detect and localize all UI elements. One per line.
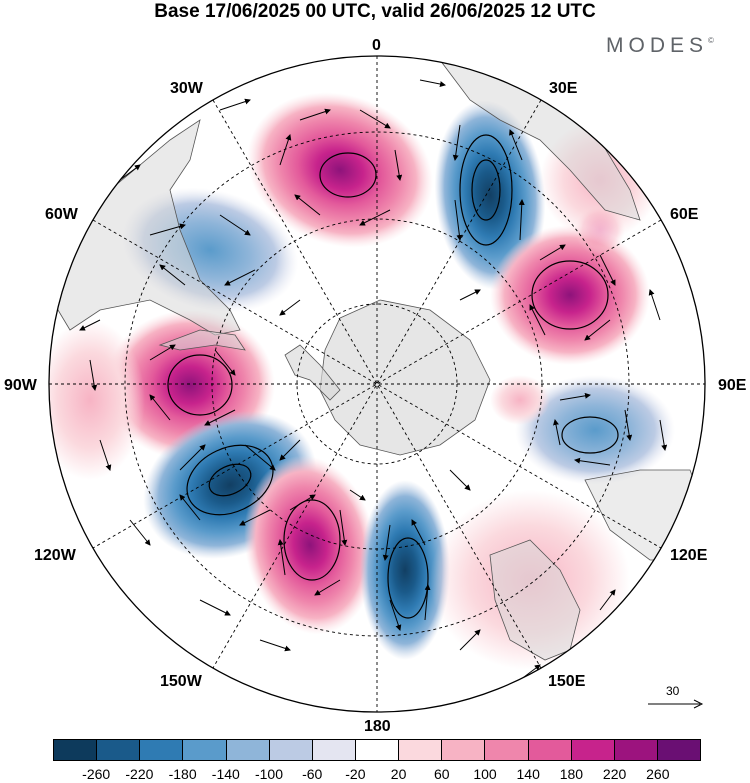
colorbar-swatch <box>183 740 227 760</box>
colorbar-swatch <box>54 740 98 760</box>
reference-vector: 30 <box>648 684 708 714</box>
map-title: Base 17/06/2025 00 UTC, valid 26/06/2025… <box>154 1 596 22</box>
colorbar-swatch <box>399 740 443 760</box>
colorbar-swatch <box>614 740 658 760</box>
colorbar-tick-label: -60 <box>302 766 323 782</box>
lon-label-150e: 150E <box>548 673 586 690</box>
colorbar-tick-label: 60 <box>434 766 450 782</box>
colorbar-swatch <box>355 740 400 760</box>
colorbar-swatch <box>528 740 572 760</box>
colorbar-swatch <box>97 740 141 760</box>
lon-label-120e: 120E <box>670 547 708 564</box>
colorbar-tick-label: 100 <box>473 766 497 782</box>
colorbar-swatch <box>226 740 270 760</box>
lon-label-180: 180 <box>364 718 391 735</box>
colorbar-ticks: -260 -220 -180 -140 -100 -60 -20 20 60 100 140 180 2… <box>53 766 701 783</box>
colorbar-swatch <box>312 740 356 760</box>
lon-label-60w: 60W <box>45 206 78 223</box>
lon-label-60e: 60E <box>670 206 699 223</box>
lon-label-90e: 90E <box>718 377 747 394</box>
colorbar-tick-label: 20 <box>390 766 407 782</box>
lon-label-120w: 120W <box>34 547 76 564</box>
colorbar-swatch <box>269 740 313 760</box>
colorbar-swatch <box>485 740 529 760</box>
colorbar-tick-label: 260 <box>646 766 670 782</box>
colorbar-tick-label: -180 <box>168 766 197 782</box>
colorbar-tick-label: -260 <box>82 766 111 782</box>
colorbar-tick-label: -100 <box>254 766 284 782</box>
lon-label-30e: 30E <box>549 80 578 97</box>
colorbar-tick-label: 140 <box>516 766 540 782</box>
colorbar-tick-label: -140 <box>211 766 240 782</box>
colorbar-swatch <box>571 740 615 760</box>
colorbar-tick-label: 180 <box>559 766 584 782</box>
lon-label-0: 0 <box>372 37 381 54</box>
colorbar-swatch <box>140 740 184 760</box>
lon-label-30w: 30W <box>170 80 203 97</box>
reference-arrow-icon <box>648 699 704 709</box>
colorbar-tick-label: -220 <box>125 766 154 782</box>
colorbar <box>53 739 701 761</box>
lon-label-150w: 150W <box>160 673 202 690</box>
colorbar-tick-label: 220 <box>602 766 627 782</box>
brand-logo: MODES© <box>606 34 714 57</box>
colorbar-swatch <box>442 740 486 760</box>
lon-label-90w: 90W <box>4 377 37 394</box>
colorbar-tick-label: -20 <box>345 766 366 782</box>
reference-vector-label: 30 <box>666 684 680 698</box>
colorbar-swatch <box>657 740 701 760</box>
